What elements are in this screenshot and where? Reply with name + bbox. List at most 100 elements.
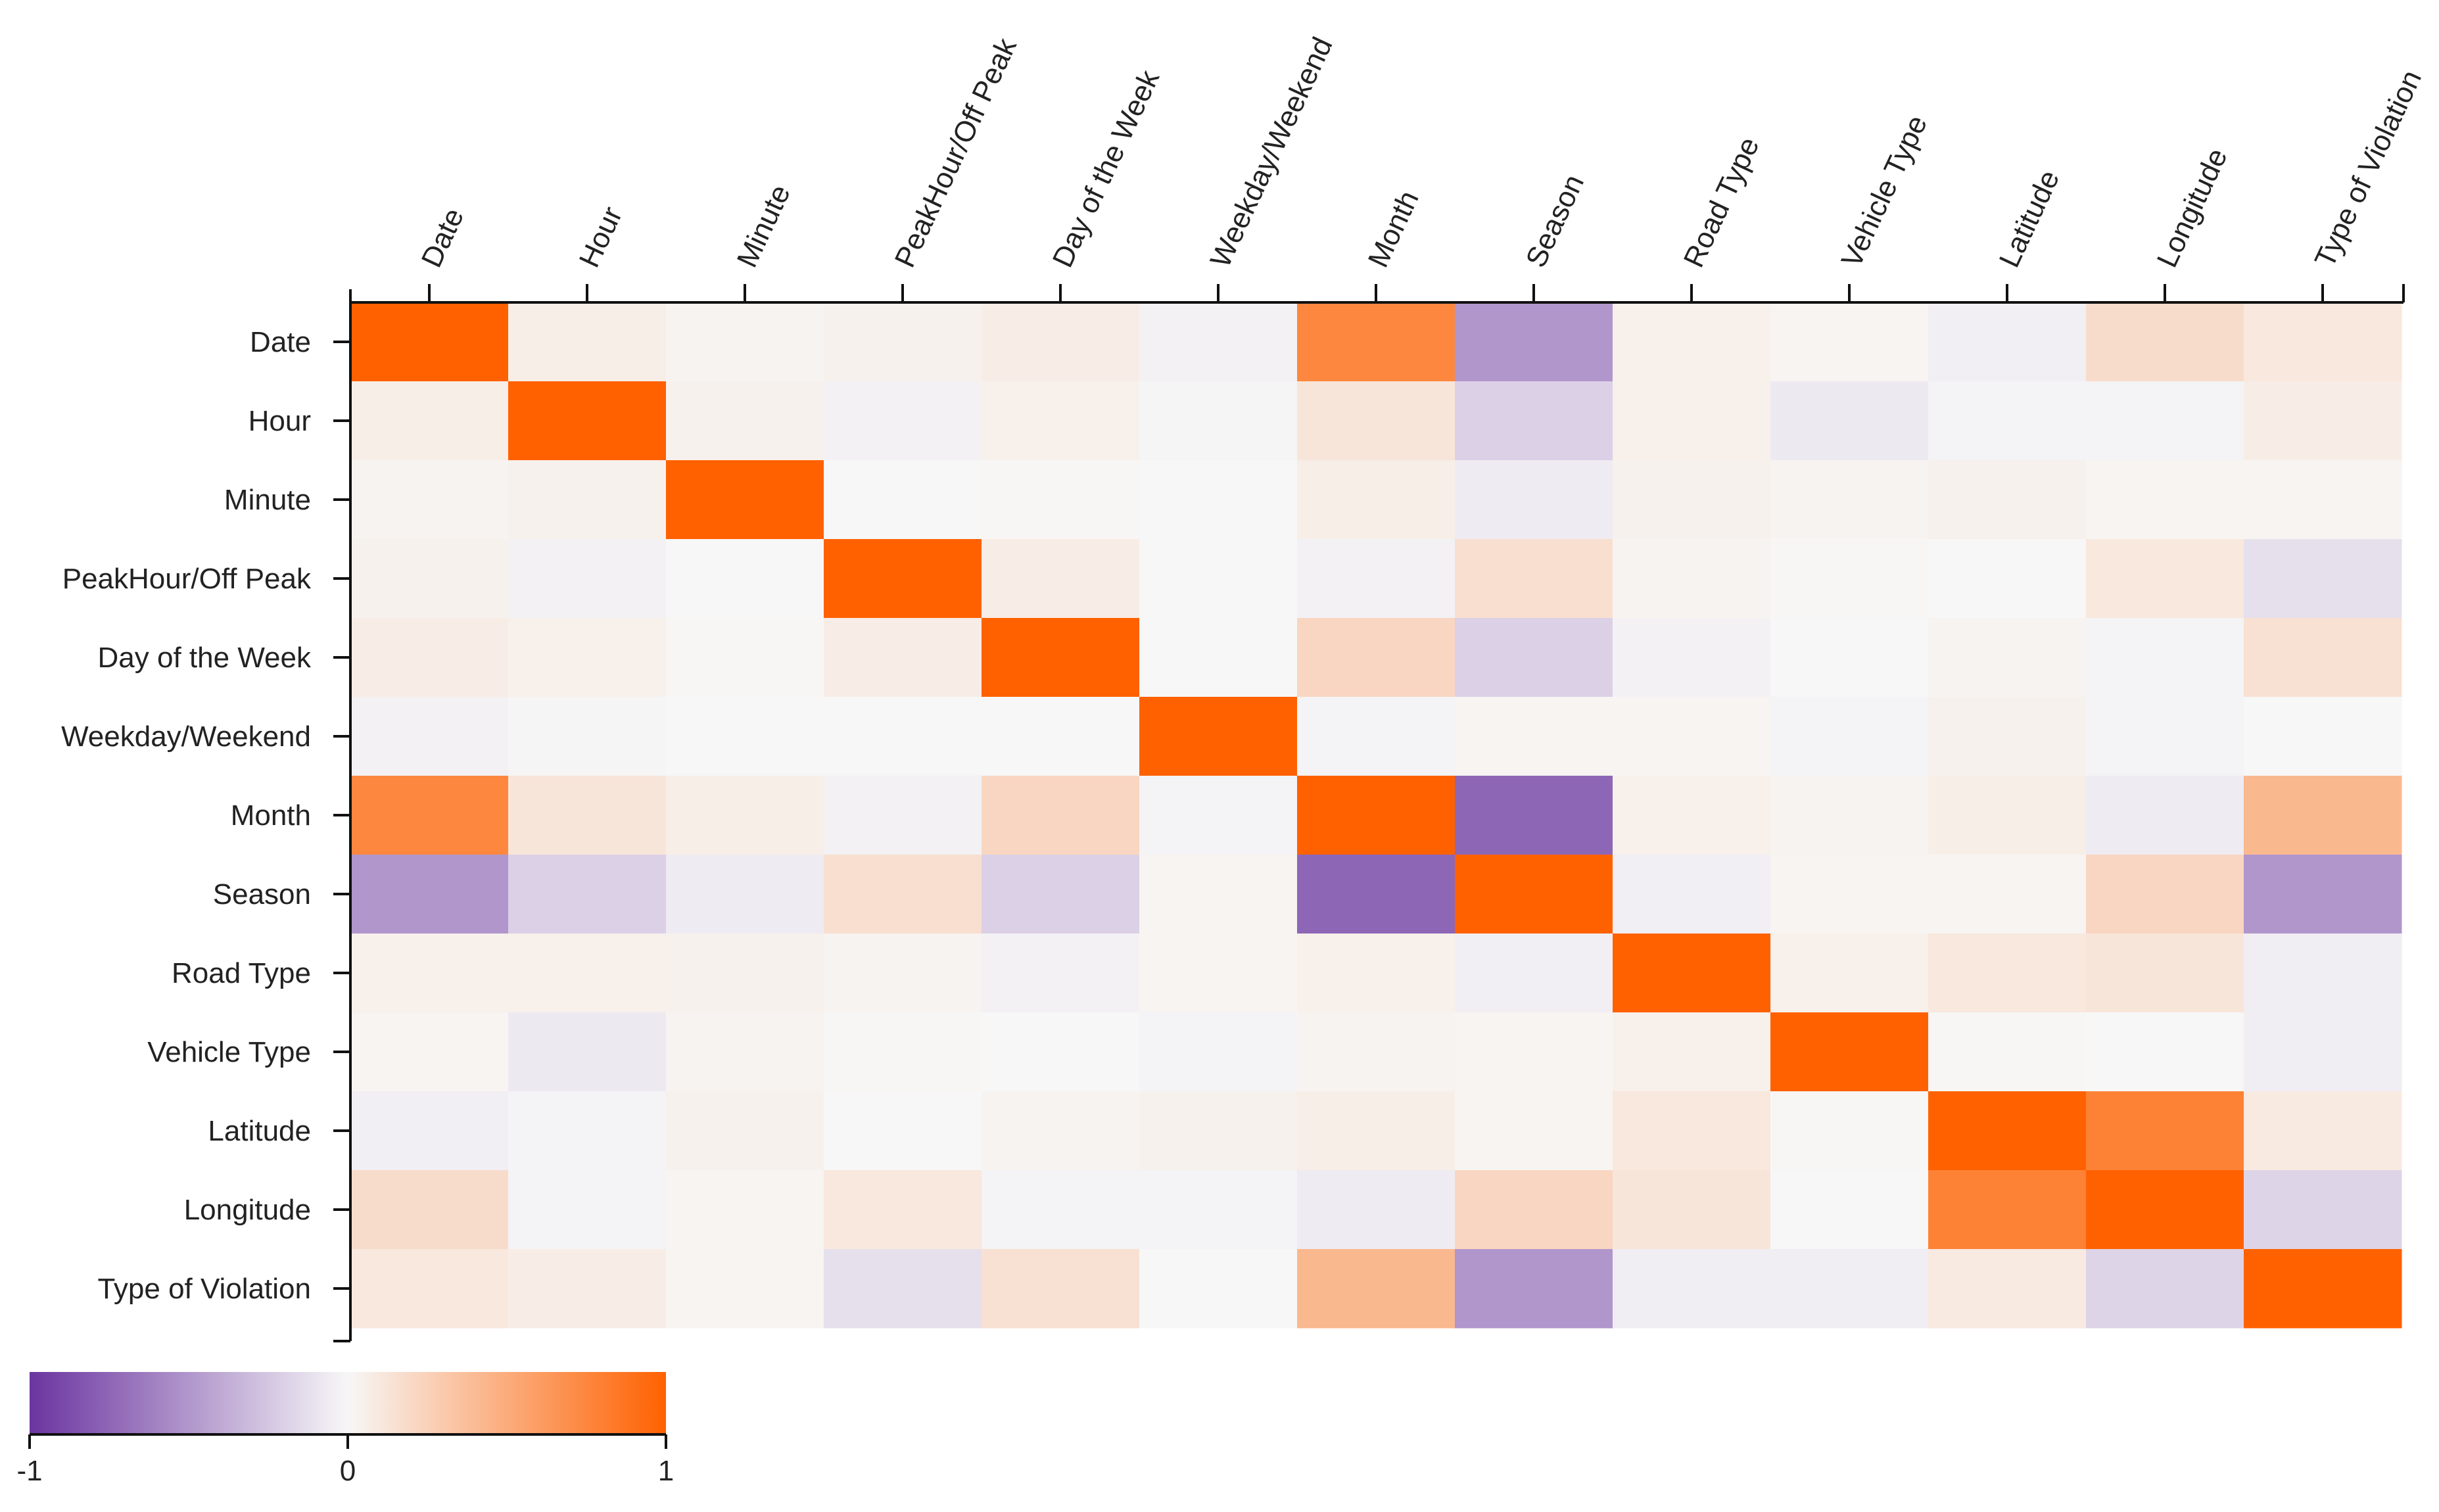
colorbar-tick-label-2: 1: [658, 1455, 674, 1487]
heatmap-cell-date-x-hour: [508, 302, 667, 382]
heatmap-cell-longitude-x-vehicle-type: [1770, 1170, 1929, 1250]
heatmap-cell-peakhour-off-peak-x-day-of-the-week: [982, 539, 1140, 619]
colorbar-legend: -1 0 1: [16, 1372, 674, 1487]
row-label-weekday-weekend: Weekday/Weekend: [61, 721, 311, 753]
heatmap-cell-weekday-weekend-x-month: [1297, 697, 1456, 776]
heatmap-cell-vehicle-type-x-date: [350, 1012, 509, 1092]
heatmap-cell-longitude-x-type-of-violation: [2244, 1170, 2402, 1250]
row-label-longitude: Longitude: [184, 1194, 311, 1226]
heatmap-cell-month-x-hour: [508, 776, 667, 855]
heatmap-cell-vehicle-type-x-weekday-weekend: [1139, 1012, 1298, 1092]
heatmap-cell-longitude-x-season: [1455, 1170, 1613, 1250]
heatmap-cell-road-type-x-longitude: [2086, 933, 2244, 1013]
heatmap-cell-season-x-type-of-violation: [2244, 855, 2402, 934]
heatmap-cell-longitude-x-longitude: [2086, 1170, 2244, 1250]
column-label-hour: Hour: [573, 202, 629, 272]
heatmap-cell-latitude-x-weekday-weekend: [1139, 1091, 1298, 1171]
heatmap-cell-minute-x-longitude: [2086, 460, 2244, 540]
heatmap-cell-vehicle-type-x-road-type: [1613, 1012, 1771, 1092]
column-label-date: Date: [415, 203, 471, 272]
heatmap-cells: [350, 302, 2402, 1329]
heatmap-cell-hour-x-vehicle-type: [1770, 381, 1929, 461]
heatmap-cell-day-of-the-week-x-longitude: [2086, 618, 2244, 697]
heatmap-cell-minute-x-vehicle-type: [1770, 460, 1929, 540]
row-label-day-of-the-week: Day of the Week: [98, 642, 312, 674]
heatmap-cell-vehicle-type-x-minute: [666, 1012, 824, 1092]
colorbar-ticks: -1 0 1: [16, 1433, 674, 1487]
heatmap-cell-month-x-road-type: [1613, 776, 1771, 855]
colorbar-tick-label-1: 0: [340, 1455, 356, 1487]
column-label-month: Month: [1362, 186, 1425, 273]
colorbar-gradient: [30, 1372, 666, 1434]
heatmap-cell-type-of-violation-x-season: [1455, 1249, 1613, 1329]
heatmap-cell-date-x-vehicle-type: [1770, 302, 1929, 382]
heatmap-cell-minute-x-date: [350, 460, 509, 540]
heatmap-cell-weekday-weekend-x-minute: [666, 697, 824, 776]
heatmap-cell-date-x-minute: [666, 302, 824, 382]
column-label-weekday-weekend: Weekday/Weekend: [1204, 32, 1339, 272]
colorbar-tick-label-0: -1: [16, 1455, 42, 1487]
heatmap-cell-latitude-x-month: [1297, 1091, 1456, 1171]
heatmap-cell-road-type-x-date: [350, 933, 509, 1013]
row-labels: Date Hour Minute PeakHour/Off Peak Day of th…: [61, 326, 350, 1305]
heatmap-cell-month-x-peakhour-off-peak: [824, 776, 982, 855]
column-label-day-of-the-week: Day of the Week: [1047, 65, 1166, 273]
heatmap-cell-minute-x-month: [1297, 460, 1456, 540]
heatmap-cell-vehicle-type-x-longitude: [2086, 1012, 2244, 1092]
heatmap-cell-weekday-weekend-x-day-of-the-week: [982, 697, 1140, 776]
row-label-type-of-violation: Type of Violation: [97, 1273, 311, 1305]
column-label-season: Season: [1520, 170, 1590, 272]
row-label-vehicle-type: Vehicle Type: [147, 1036, 311, 1068]
row-label-month: Month: [231, 799, 311, 832]
heatmap-cell-vehicle-type-x-latitude: [1928, 1012, 2087, 1092]
row-label-latitude: Latitude: [208, 1115, 311, 1147]
heatmap-cell-weekday-weekend-x-latitude: [1928, 697, 2087, 776]
heatmap-cell-day-of-the-week-x-month: [1297, 618, 1456, 697]
heatmap-cell-month-x-minute: [666, 776, 824, 855]
heatmap-cell-peakhour-off-peak-x-hour: [508, 539, 667, 619]
heatmap-cell-date-x-date: [350, 302, 509, 382]
heatmap-cell-season-x-longitude: [2086, 855, 2244, 934]
heatmap-cell-road-type-x-latitude: [1928, 933, 2087, 1013]
heatmap-cell-road-type-x-hour: [508, 933, 667, 1013]
heatmap-cell-latitude-x-peakhour-off-peak: [824, 1091, 982, 1171]
heatmap-cell-latitude-x-latitude: [1928, 1091, 2087, 1171]
heatmap-cell-type-of-violation-x-month: [1297, 1249, 1456, 1329]
heatmap-cell-latitude-x-hour: [508, 1091, 667, 1171]
heatmap-cell-peakhour-off-peak-x-latitude: [1928, 539, 2087, 619]
heatmap-cell-season-x-road-type: [1613, 855, 1771, 934]
heatmap-cell-vehicle-type-x-vehicle-type: [1770, 1012, 1929, 1092]
heatmap-cell-month-x-month: [1297, 776, 1456, 855]
heatmap-cell-type-of-violation-x-date: [350, 1249, 509, 1329]
row-label-date: Date: [250, 326, 311, 358]
column-label-minute: Minute: [731, 180, 797, 272]
heatmap-cell-minute-x-day-of-the-week: [982, 460, 1140, 540]
heatmap-cell-minute-x-season: [1455, 460, 1613, 540]
heatmap-cell-date-x-road-type: [1613, 302, 1771, 382]
heatmap-cell-type-of-violation-x-hour: [508, 1249, 667, 1329]
column-label-road-type: Road Type: [1678, 132, 1766, 272]
heatmap-cell-day-of-the-week-x-road-type: [1613, 618, 1771, 697]
row-label-season: Season: [213, 878, 311, 910]
heatmap-cell-peakhour-off-peak-x-road-type: [1613, 539, 1771, 619]
heatmap-cell-date-x-month: [1297, 302, 1456, 382]
heatmap-cell-hour-x-day-of-the-week: [982, 381, 1140, 461]
heatmap-cell-date-x-season: [1455, 302, 1613, 382]
heatmap-cell-weekday-weekend-x-type-of-violation: [2244, 697, 2402, 776]
row-label-minute: Minute: [224, 484, 311, 516]
heatmap-cell-hour-x-longitude: [2086, 381, 2244, 461]
heatmap-cell-hour-x-date: [350, 381, 509, 461]
heatmap-cell-month-x-season: [1455, 776, 1613, 855]
heatmap-cell-weekday-weekend-x-road-type: [1613, 697, 1771, 776]
heatmap-cell-vehicle-type-x-type-of-violation: [2244, 1012, 2402, 1092]
heatmap-cell-weekday-weekend-x-hour: [508, 697, 667, 776]
row-label-road-type: Road Type: [172, 957, 311, 989]
heatmap-cell-month-x-longitude: [2086, 776, 2244, 855]
heatmap-cell-weekday-weekend-x-date: [350, 697, 509, 776]
heatmap-cell-peakhour-off-peak-x-date: [350, 539, 509, 619]
heatmap-cell-type-of-violation-x-peakhour-off-peak: [824, 1249, 982, 1329]
heatmap-cell-road-type-x-vehicle-type: [1770, 933, 1929, 1013]
heatmap-cell-longitude-x-road-type: [1613, 1170, 1771, 1250]
heatmap-cell-vehicle-type-x-hour: [508, 1012, 667, 1092]
